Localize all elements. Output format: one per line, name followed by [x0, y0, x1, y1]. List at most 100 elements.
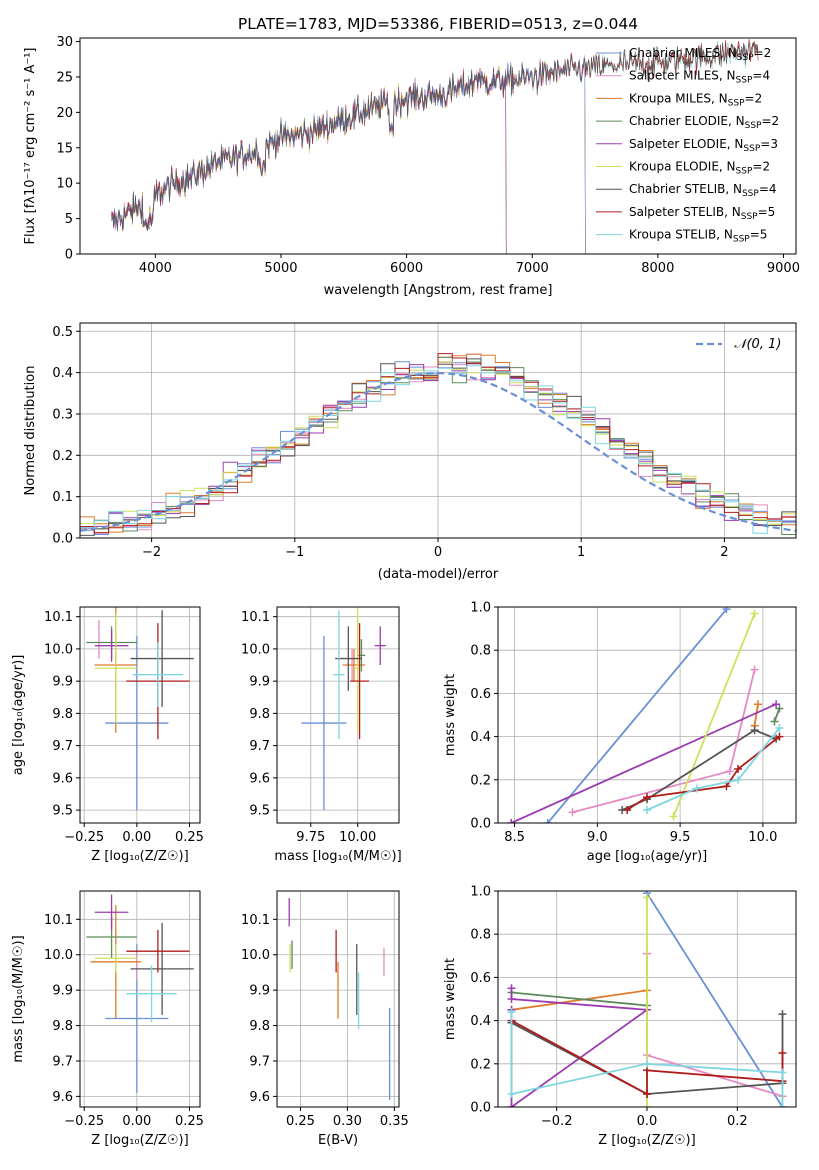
tick-label-y: 10.0	[44, 642, 73, 657]
weight-marker	[722, 782, 731, 791]
plot-area	[86, 607, 194, 811]
figure-title: PLATE=1783, MJD=53386, FIBERID=0513, z=0…	[238, 15, 638, 33]
axes-frame: −0.25 0.00 0.25 9.5 9.6 9.7 9.8 9.9 10.0 10.1 Z [l…	[11, 606, 204, 864]
weight-line-chabrier-miles	[547, 608, 728, 823]
weight-marker	[669, 812, 678, 821]
tick-label-y: 5	[65, 212, 73, 227]
errorbar-kroupa-stelib	[132, 642, 184, 707]
tick-label-y: 9.7	[52, 739, 73, 754]
panel-mass_vs_Z: −0.25 0.00 0.25 9.6 9.7 9.8 9.9 10.0 10.1 Z [log₁…	[11, 890, 204, 1148]
plot-area	[507, 607, 784, 823]
tick-label-y: 10.1	[241, 913, 270, 928]
legend-entry: 𝒩(0, 1)	[734, 337, 781, 352]
weight-marker	[643, 793, 651, 802]
tick-label-y: 0.3	[52, 407, 73, 422]
tick-label-y: 20	[56, 106, 73, 121]
axes-border	[79, 606, 201, 824]
tick-label-x: −2	[142, 545, 161, 560]
tick-label-x: 0	[434, 545, 442, 560]
legend-entry: Salpeter STELIB, NSSP=5	[629, 205, 775, 222]
axis-label-x: (data-model)/error	[378, 567, 499, 582]
tick-label-x: 0.35	[380, 1114, 409, 1129]
weight-marker	[643, 1103, 651, 1107]
tick-label-x: −0.25	[64, 1114, 104, 1129]
weight-marker	[722, 607, 731, 614]
weight-marker	[775, 723, 784, 732]
tick-label-y: 9.5	[249, 804, 270, 819]
axes-frame: −0.2 0.0 0.2 0.0 0.2 0.4 0.6 0.8 1.0 Z [log₁₀(Z/Z…	[443, 885, 797, 1148]
axis-label-x: wavelength [Angstrom, rest frame]	[324, 283, 553, 298]
tick-label-y: 0.5	[52, 325, 73, 340]
errorbar-salpeter-elodie	[374, 626, 386, 666]
plot-area	[80, 353, 796, 538]
tick-label-x: 4000	[139, 261, 172, 276]
tick-label-y: 10.0	[44, 948, 73, 963]
weight-marker	[775, 732, 784, 741]
tick-label-y: 10.0	[241, 642, 270, 657]
weight-marker	[725, 767, 734, 776]
legend-entry: Chabrier ELODIE, NSSP=2	[629, 114, 779, 131]
panel-residual_histogram: −2 −1 0 1 2 0.0 0.1 0.2 0.3 0.4 0.5 (data-model)/er…	[23, 322, 797, 582]
tick-label-y: 0.8	[470, 644, 491, 659]
tick-label-y: 9.8	[249, 1019, 270, 1034]
tick-label-y: 0.8	[470, 928, 491, 943]
legend-sub: SSP	[728, 98, 745, 108]
legend-suffix: =2	[754, 46, 772, 60]
legend-suffix: =4	[759, 182, 777, 196]
weight-marker	[734, 775, 743, 784]
weight-line-chabrier-elodie	[773, 708, 781, 722]
panel-age_vs_mass: 9.75 10.00 9.5 9.6 9.7 9.8 9.9 10.0 10.1 mass [lo…	[241, 606, 402, 864]
legend-entry: Chabrier MILES, NSSP=2	[629, 46, 771, 63]
weight-line-salpeter-miles	[572, 669, 756, 814]
errorbar-salpeter-stelib	[126, 929, 190, 973]
weight-marker	[750, 665, 759, 674]
tick-label-x: 10.0	[748, 830, 777, 845]
tick-label-x: −0.25	[64, 830, 104, 845]
legend-text: Salpeter ELODIE, N	[629, 137, 743, 151]
panel-age_vs_Z: −0.25 0.00 0.25 9.5 9.6 9.7 9.8 9.9 10.0 10.1 Z [l…	[11, 606, 204, 864]
weight-marker	[778, 1103, 787, 1107]
tick-label-y: 1.0	[470, 601, 491, 616]
errorbar-chabrier-miles	[301, 636, 347, 811]
legend-sub: SSP	[742, 189, 759, 199]
legend-sub: SSP	[736, 167, 753, 177]
axis-label-x: mass [log₁₀(M/M☉)]	[274, 849, 401, 864]
axis-label-y: Normed distribution	[23, 366, 38, 496]
tick-label-y: 0.4	[52, 366, 73, 381]
errorbar-chabrier-stelib	[130, 610, 194, 707]
legend-entry: Chabrier STELIB, NSSP=4	[629, 182, 777, 199]
tick-label-x: 0.00	[122, 1114, 151, 1129]
tick-label-y: 9.6	[52, 1090, 73, 1105]
plot-area	[288, 898, 391, 1100]
weight-marker	[507, 1090, 516, 1099]
tick-label-y: 10.1	[241, 610, 270, 625]
legend-suffix: =2	[745, 91, 763, 105]
weight-marker	[778, 1049, 787, 1057]
tick-label-x: 0.30	[333, 1114, 362, 1129]
axes-border	[276, 606, 400, 824]
axes-border	[276, 890, 400, 1108]
tick-label-x: 10.00	[339, 830, 376, 845]
weight-marker	[643, 1090, 651, 1099]
plot-area	[301, 607, 386, 811]
weight-marker	[692, 784, 701, 793]
tick-label-y: 0	[65, 248, 73, 263]
axes-frame: −2 −1 0 1 2 0.0 0.1 0.2 0.3 0.4 0.5 (data-model)/er…	[23, 322, 797, 582]
tick-label-x: 9.5	[670, 830, 691, 845]
axes-frame: 8.5 9.0 9.5 10.0 0.0 0.2 0.4 0.6 0.8 1.0 age [log₁…	[443, 601, 797, 864]
tick-label-y: 9.7	[249, 739, 270, 754]
axes-frame: 0.25 0.30 0.35 9.6 9.7 9.8 9.9 10.0 10.1 E(B-V)	[241, 890, 409, 1148]
legend-entry: Kroupa MILES, NSSP=2	[629, 91, 762, 108]
weight-marker	[623, 806, 632, 815]
weight-line-chabrier-stelib	[511, 1014, 784, 1095]
weight-marker	[750, 609, 759, 618]
axes-frame: −0.25 0.00 0.25 9.6 9.7 9.8 9.9 10.0 10.1 Z [log₁…	[11, 890, 204, 1148]
tick-label-y: 25	[56, 70, 73, 85]
tick-label-y: 9.6	[249, 771, 270, 786]
panel-mass_weight_vs_age: 8.5 9.0 9.5 10.0 0.0 0.2 0.4 0.6 0.8 1.0 age [log₁…	[443, 601, 797, 864]
tick-label-x: 9.0	[587, 830, 608, 845]
tick-label-y: 1.0	[470, 885, 491, 900]
weight-line-salpeter-elodie	[510, 703, 777, 823]
legend-text: Kroupa ELODIE, N	[629, 160, 736, 174]
legend-suffix: =2	[752, 160, 770, 174]
